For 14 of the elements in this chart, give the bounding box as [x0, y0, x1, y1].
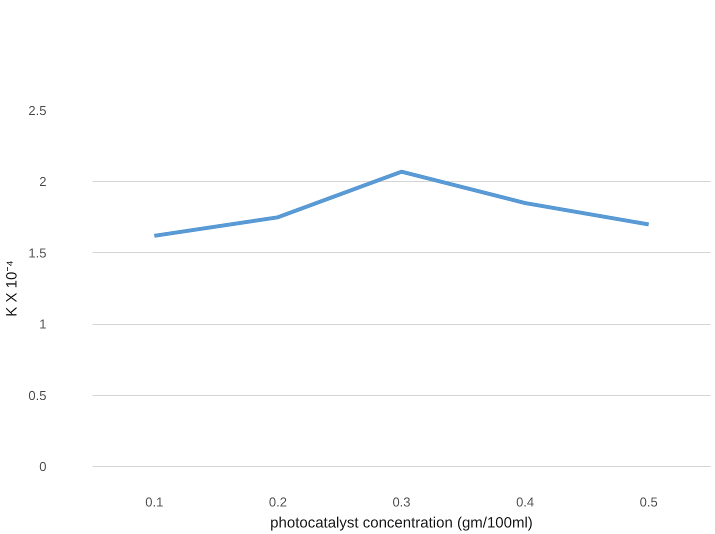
- x-tick-label: 0.3: [392, 494, 411, 510]
- y-tick-label: 0: [39, 459, 47, 474]
- x-tick-label: 0.4: [516, 494, 534, 510]
- y-tick-label: 1.5: [28, 245, 47, 260]
- line-series: [152, 170, 651, 238]
- x-axis-title: photocatalyst concentration (gm/100ml): [270, 514, 533, 532]
- y-tick-label: 2.5: [28, 103, 47, 118]
- y-tick-label: 0.5: [28, 388, 47, 403]
- y-tick-label: 2: [39, 174, 47, 190]
- y-axis-title: K X 10⁻⁴: [3, 260, 20, 317]
- x-tick-label: 0.2: [268, 494, 287, 510]
- x-tick-label: 0.5: [640, 494, 658, 510]
- y-tick-label: 1: [39, 316, 47, 332]
- x-tick-label: 0.1: [145, 494, 164, 510]
